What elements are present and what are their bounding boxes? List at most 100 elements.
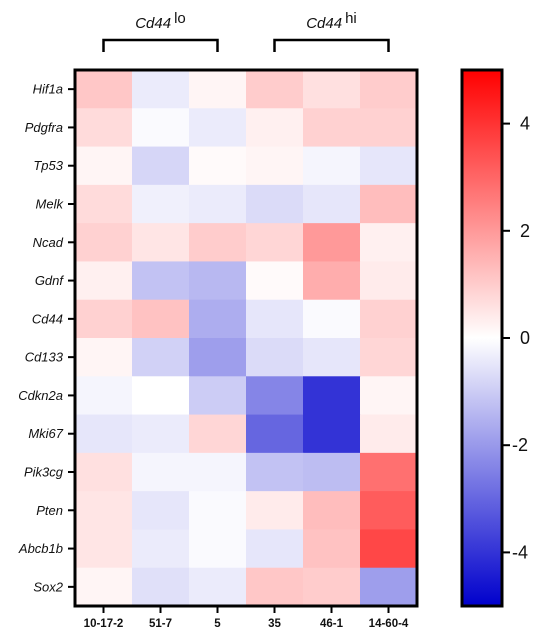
colorbar: 4 2 0 -2 -4	[460, 68, 530, 608]
colorbar-gradient	[460, 68, 504, 608]
heatmap-cell-hif1a-10-17-2	[75, 70, 133, 109]
heatmap-cell-hif1a-35	[246, 70, 304, 109]
heatmap-cell-cdkn2a-10-17-2	[75, 376, 133, 416]
heatmap-cell-tp53-35	[246, 146, 304, 186]
heatmap-cell-mki67-5	[189, 414, 247, 454]
colorbar-label-2: 2	[520, 221, 530, 241]
heatmap-cell-abcb1b-51-7	[132, 529, 190, 569]
heatmap-cell-sox2-10-17-2	[75, 567, 133, 607]
colorbar-label--4: -4	[512, 542, 528, 562]
heatmap-cell-cdkn2a-35	[246, 376, 304, 416]
heatmap-cell-gdnf-35	[246, 261, 304, 301]
heatmap-cell-mki67-14-60-4	[360, 414, 418, 454]
heatmap-cell-sox2-14-60-4	[360, 567, 418, 607]
heatmap-cell-mki67-46-1	[303, 414, 361, 454]
gene-label-sox2: Sox2	[33, 579, 63, 594]
sample-label-35: 35	[268, 618, 281, 630]
heatmap-cell-cdkn2a-5	[189, 376, 247, 416]
heatmap-cell-melk-10-17-2	[75, 184, 133, 224]
gene-label-cd133: Cd133	[25, 350, 64, 365]
heatmap-cell-cd133-14-60-4	[360, 338, 418, 377]
gene-label-pik3cg: Pik3cg	[24, 465, 64, 480]
heatmap-cell-pten-51-7	[132, 491, 190, 531]
heatmap-cell-pten-10-17-2	[75, 491, 133, 531]
gene-label-cd44: Cd44	[32, 311, 63, 326]
heatmap-cell-cdkn2a-51-7	[132, 376, 190, 416]
heatmap-cell-sox2-51-7	[132, 567, 190, 607]
heatmap-cell-pik3cg-5	[189, 452, 247, 492]
heatmap-cell-pik3cg-14-60-4	[360, 452, 418, 492]
heatmap-cell-gdnf-5	[189, 261, 247, 301]
heatmap-cell-gdnf-10-17-2	[75, 261, 133, 301]
heatmap-cell-pdgfra-10-17-2	[75, 108, 133, 148]
heatmap-cell-mki67-51-7	[132, 414, 190, 454]
gene-label-ncad: Ncad	[33, 235, 64, 250]
heatmap-cell-pten-14-60-4	[360, 491, 418, 531]
heatmap-cell-abcb1b-5	[189, 529, 247, 569]
heatmap-cell-pik3cg-46-1	[303, 452, 361, 492]
heatmap-cell-cdkn2a-46-1	[303, 376, 361, 416]
heatmap-cell-mki67-35	[246, 414, 304, 454]
heatmap-cell-tp53-51-7	[132, 146, 190, 186]
heatmap-cell-ncad-35	[246, 223, 304, 263]
gene-label-abcb1b: Abcb1b	[18, 541, 63, 556]
heatmap-cell-ncad-51-7	[132, 223, 190, 263]
heatmap-cell-pik3cg-35	[246, 452, 304, 492]
heatmap-cell-pik3cg-51-7	[132, 452, 190, 492]
heatmap-cell-melk-5	[189, 184, 247, 224]
heatmap-frame	[73, 68, 419, 608]
group-label-hi: Cd44 hi	[306, 10, 357, 32]
gene-labels: Hif1a Pdgfra Tp53 Melk Ncad Gdnf Cd44 Cd133 Cdkn…	[18, 82, 75, 594]
heatmap-cell-abcb1b-46-1	[303, 529, 361, 569]
heatmap-cell-cdkn2a-14-60-4	[360, 376, 418, 416]
heatmap-cell-sox2-35	[246, 567, 304, 607]
heatmap-cell-pdgfra-46-1	[303, 108, 361, 148]
sample-label-5: 5	[214, 618, 221, 630]
gene-label-hif1a: Hif1a	[33, 82, 63, 97]
heatmap-cell-hif1a-14-60-4	[360, 70, 418, 109]
group-bracket-lo	[102, 38, 219, 52]
heatmap-cell-ncad-14-60-4	[360, 223, 418, 263]
heatmap-cell-melk-51-7	[132, 184, 190, 224]
gene-label-pten: Pten	[36, 503, 63, 518]
group-brackets: Cd44 lo Cd44 hi	[102, 10, 390, 52]
heatmap-cell-tp53-14-60-4	[360, 146, 418, 186]
heatmap-cell-cd44-46-1	[303, 299, 361, 339]
gene-label-mki67: Mki67	[28, 426, 63, 441]
heatmap-cell-pik3cg-10-17-2	[75, 452, 133, 492]
heatmap-cell-ncad-46-1	[303, 223, 361, 263]
heatmap-cell-pten-5	[189, 491, 247, 531]
sample-label-46-1: 46-1	[320, 618, 344, 630]
heatmap-cell-abcb1b-14-60-4	[360, 529, 418, 569]
heatmap-cell-pten-35	[246, 491, 304, 531]
gene-label-melk: Melk	[36, 197, 65, 212]
heatmap-cell-ncad-10-17-2	[75, 223, 133, 263]
heatmap-cell-melk-46-1	[303, 184, 361, 224]
heatmap-cell-gdnf-51-7	[132, 261, 190, 301]
gene-label-tp53: Tp53	[33, 158, 63, 173]
gene-label-gdnf: Gdnf	[35, 273, 65, 288]
gene-label-cdkn2a: Cdkn2a	[18, 388, 63, 403]
heatmap-cell-pdgfra-5	[189, 108, 247, 148]
heatmap-cell-tp53-5	[189, 146, 247, 186]
heatmap-cell-ncad-5	[189, 223, 247, 263]
heatmap-cell-cd133-5	[189, 338, 247, 377]
colorbar-label-0: 0	[520, 328, 530, 348]
heatmap-cell-cd44-51-7	[132, 299, 190, 339]
heatmap-cell-sox2-5	[189, 567, 247, 607]
heatmap-cell-abcb1b-10-17-2	[75, 529, 133, 569]
heatmap-cells	[75, 70, 418, 607]
heatmap-cell-cd133-51-7	[132, 338, 190, 377]
heatmap-cell-mki67-10-17-2	[75, 414, 133, 454]
colorbar-label--2: -2	[512, 435, 528, 455]
group-label-lo: Cd44 lo	[135, 10, 186, 32]
heatmap-cell-pten-46-1	[303, 491, 361, 531]
heatmap-cell-cd133-10-17-2	[75, 338, 133, 377]
sample-label-10-17-2: 10-17-2	[84, 618, 124, 630]
heatmap-cell-melk-35	[246, 184, 304, 224]
group-bracket-hi	[273, 38, 390, 52]
heatmap-cell-tp53-46-1	[303, 146, 361, 186]
heatmap-cell-hif1a-5	[189, 70, 247, 109]
heatmap-cell-cd133-35	[246, 338, 304, 377]
